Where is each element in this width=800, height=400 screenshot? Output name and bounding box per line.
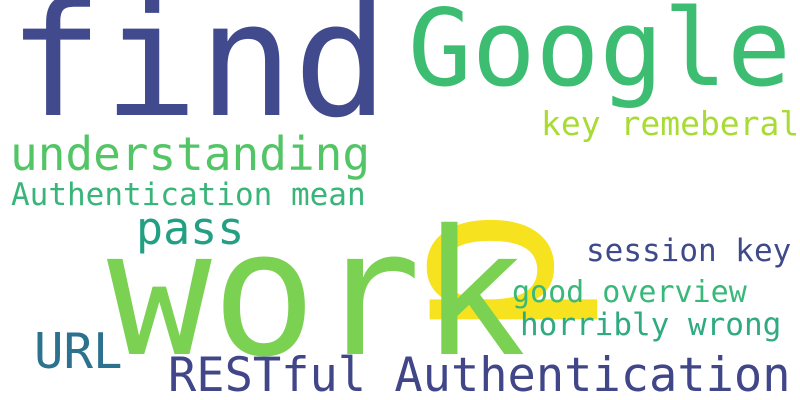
word-restful-authentication: RESTful Authentication bbox=[168, 348, 791, 400]
word-good-overview: good overview bbox=[512, 275, 747, 310]
word-find: find bbox=[8, 0, 389, 153]
word-authentication-mean: Authentication mean bbox=[11, 177, 366, 213]
word-horribly-wrong: horribly wrong bbox=[520, 307, 782, 343]
word-url: URL bbox=[34, 323, 123, 380]
word-understanding: understanding bbox=[10, 127, 371, 181]
word-session-key: session key bbox=[586, 233, 792, 269]
word-key-remeberal: key remeberal bbox=[541, 104, 800, 143]
word-pass: pass bbox=[136, 202, 245, 255]
word-google: Google bbox=[408, 0, 791, 110]
word-work: work bbox=[107, 193, 527, 396]
